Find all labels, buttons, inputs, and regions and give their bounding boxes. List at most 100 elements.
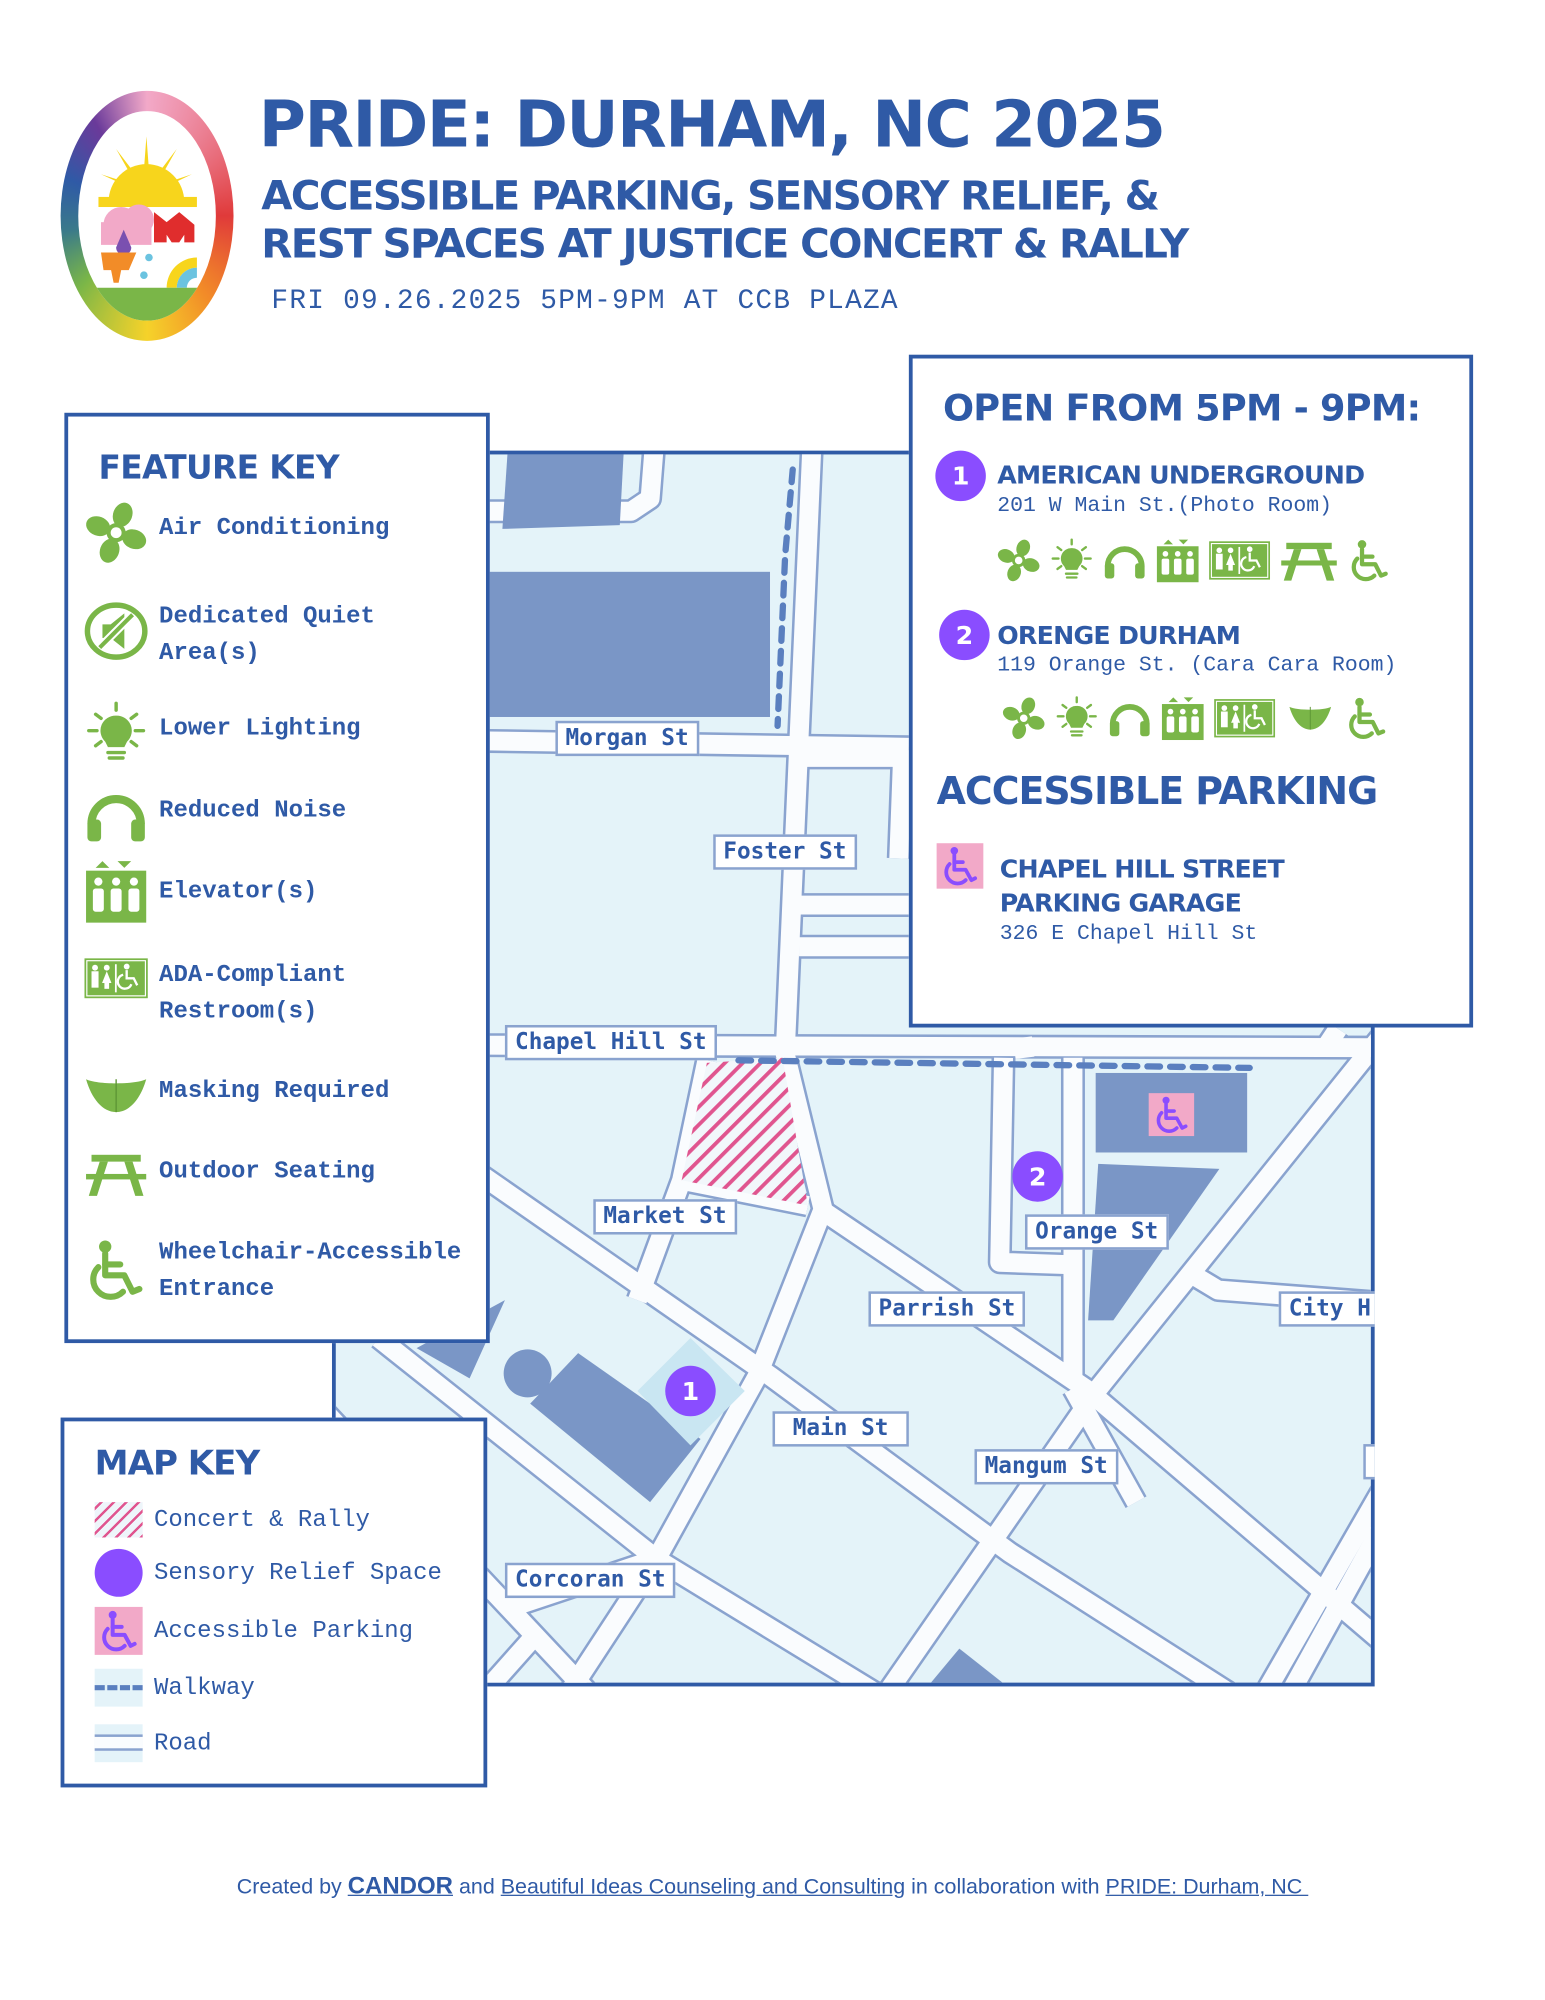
feature-key-item: Outdoor Seating [83,1149,375,1199]
map-key-panel: MAP KEY Concert & Rally Sensory Relief S… [60,1417,488,1788]
venue-1-name: AMERICAN UNDERGROUND [997,459,1365,490]
sensory-relief-marker-1[interactable]: 1 [665,1365,716,1417]
lightbulb-icon [83,701,149,767]
map-key-label: Accessible Parking [154,1617,414,1645]
purple-circle-icon [94,1548,143,1597]
building [930,1648,1003,1683]
building [503,1349,552,1398]
feature-label: Wheelchair-Accessible Entrance [159,1238,462,1303]
restroom-icon [1208,538,1271,583]
building [502,454,624,529]
road-swatch [94,1724,143,1763]
map-key-label: Walkway [154,1673,255,1702]
map-key-item: Sensory Relief Space [94,1548,442,1597]
beautiful-ideas-link[interactable]: Beautiful Ideas Counseling and Consultin… [500,1874,906,1899]
feature-label: Air Conditioning [159,513,390,542]
map-key-label: Road [154,1729,212,1758]
road [882,1034,1371,1683]
mask-icon [1284,696,1337,741]
walkway [774,466,796,729]
feature-key-item: Elevator(s) [83,858,317,924]
road-edge [799,745,915,859]
road [474,1166,1231,1683]
event-date-line: FRI 09.26.2025 5PM-9PM AT CCB PLAZA [271,285,899,317]
accessible-parking-title: ACCESSIBLE PARKING [936,770,1379,815]
accessible-parking-marker[interactable] [1148,1093,1195,1137]
road [488,1035,1371,1058]
feature-label: Lower Lighting [159,714,361,743]
feature-label: Dedicated Quiet Area(s) [159,602,375,667]
candor-link[interactable]: CANDOR [347,1873,453,1900]
open-hours-title: OPEN FROM 5PM - 9PM: [942,386,1421,430]
road [990,1057,1074,1275]
feature-key-item: Reduced Noise [83,783,346,849]
road [628,1058,717,1304]
feature-label: Outdoor Seating [159,1157,375,1186]
headphones-icon [83,783,149,849]
open-hours-panel: OPEN FROM 5PM - 9PM: 1 AMERICAN UNDERGRO… [908,354,1474,1028]
map-key-item: Walkway [94,1668,255,1707]
page-subtitle-line2: REST SPACES AT JUSTICE CONCERT & RALLY [261,219,1189,268]
wheelchair-icon [1149,1093,1194,1136]
road [1064,1383,1145,1507]
pride-durham-logo [60,90,234,341]
venue-2-number: 2 [939,609,990,661]
building [1088,1163,1220,1321]
page-subtitle-line1: ACCESSIBLE PARKING, SENSORY RELIEF, & [261,171,1160,220]
wheelchair-icon [1347,538,1392,583]
parking-address: 326 E Chapel Hill St [999,922,1258,947]
road [488,731,909,757]
feature-label: ADA-Compliant Restroom(s) [159,960,347,1025]
fan-icon [83,500,149,566]
venue-2-features [1001,696,1390,741]
mask-icon [83,1063,149,1129]
feature-key-title: FEATURE KEY [98,449,339,488]
parking-name-line1: CHAPEL HILL STREET [999,853,1285,884]
picnic-table-icon [1279,538,1340,583]
map-key-label: Sensory Relief Space [154,1558,442,1587]
credits-footer: Created by CANDOR and Beautiful Ideas Co… [0,1873,1545,1901]
headphones-icon [1102,538,1147,583]
map-key-title: MAP KEY [94,1444,260,1484]
feature-key-item: ADA-Compliant Restroom(s) [83,957,346,1030]
venue-2-name: ORENGE DURHAM [997,619,1241,651]
venue-1-number: 1 [935,450,986,502]
sensory-relief-marker-2[interactable]: 2 [1012,1151,1063,1202]
buildings [416,454,1248,1683]
elevator-icon [83,858,149,924]
feature-key-item: Lower Lighting [83,701,361,767]
parking-name-line2: PARKING GARAGE [999,887,1242,918]
road [815,1201,1371,1645]
pride-durham-link[interactable]: PRIDE: Durham, NC [1105,1874,1309,1899]
map-key-item: Road [94,1724,212,1763]
wheelchair-icon [1344,696,1389,741]
restroom-icon [1213,696,1276,741]
venue-1-address: 201 W Main St.(Photo Room) [997,494,1333,519]
fan-icon [1001,696,1046,741]
road [1317,1023,1346,1053]
quiet-icon [83,598,149,664]
page-title: PRIDE: DURHAM, NC 2025 [258,88,1166,163]
map-key-label: Concert & Rally [154,1505,370,1534]
feature-label: Masking Required [159,1076,390,1105]
venue-2-address: 119 Orange St. (Cara Cara Room) [997,653,1397,678]
fan-icon [996,538,1041,583]
lightbulb-icon [1054,696,1099,741]
walkway-swatch [94,1668,143,1707]
road [1260,1490,1371,1683]
concert-rally-area [681,1057,808,1206]
footer-collab: in collaboration with [905,1874,1106,1899]
lightbulb-icon [1049,538,1094,583]
headphones-icon [1107,696,1152,741]
walkway [735,1057,1253,1072]
road [1285,1527,1371,1683]
feature-key-item: Wheelchair-Accessible Entrance [83,1235,461,1308]
footer-and: and [452,1874,501,1899]
parking-icon [94,1606,143,1655]
map-key-item: Accessible Parking [94,1606,414,1655]
elevator-icon [1155,538,1200,583]
feature-key-item: Air Conditioning [83,500,389,566]
venue-1-features [996,538,1392,583]
feature-key-item: Dedicated Quiet Area(s) [83,598,375,671]
building [530,1353,701,1503]
